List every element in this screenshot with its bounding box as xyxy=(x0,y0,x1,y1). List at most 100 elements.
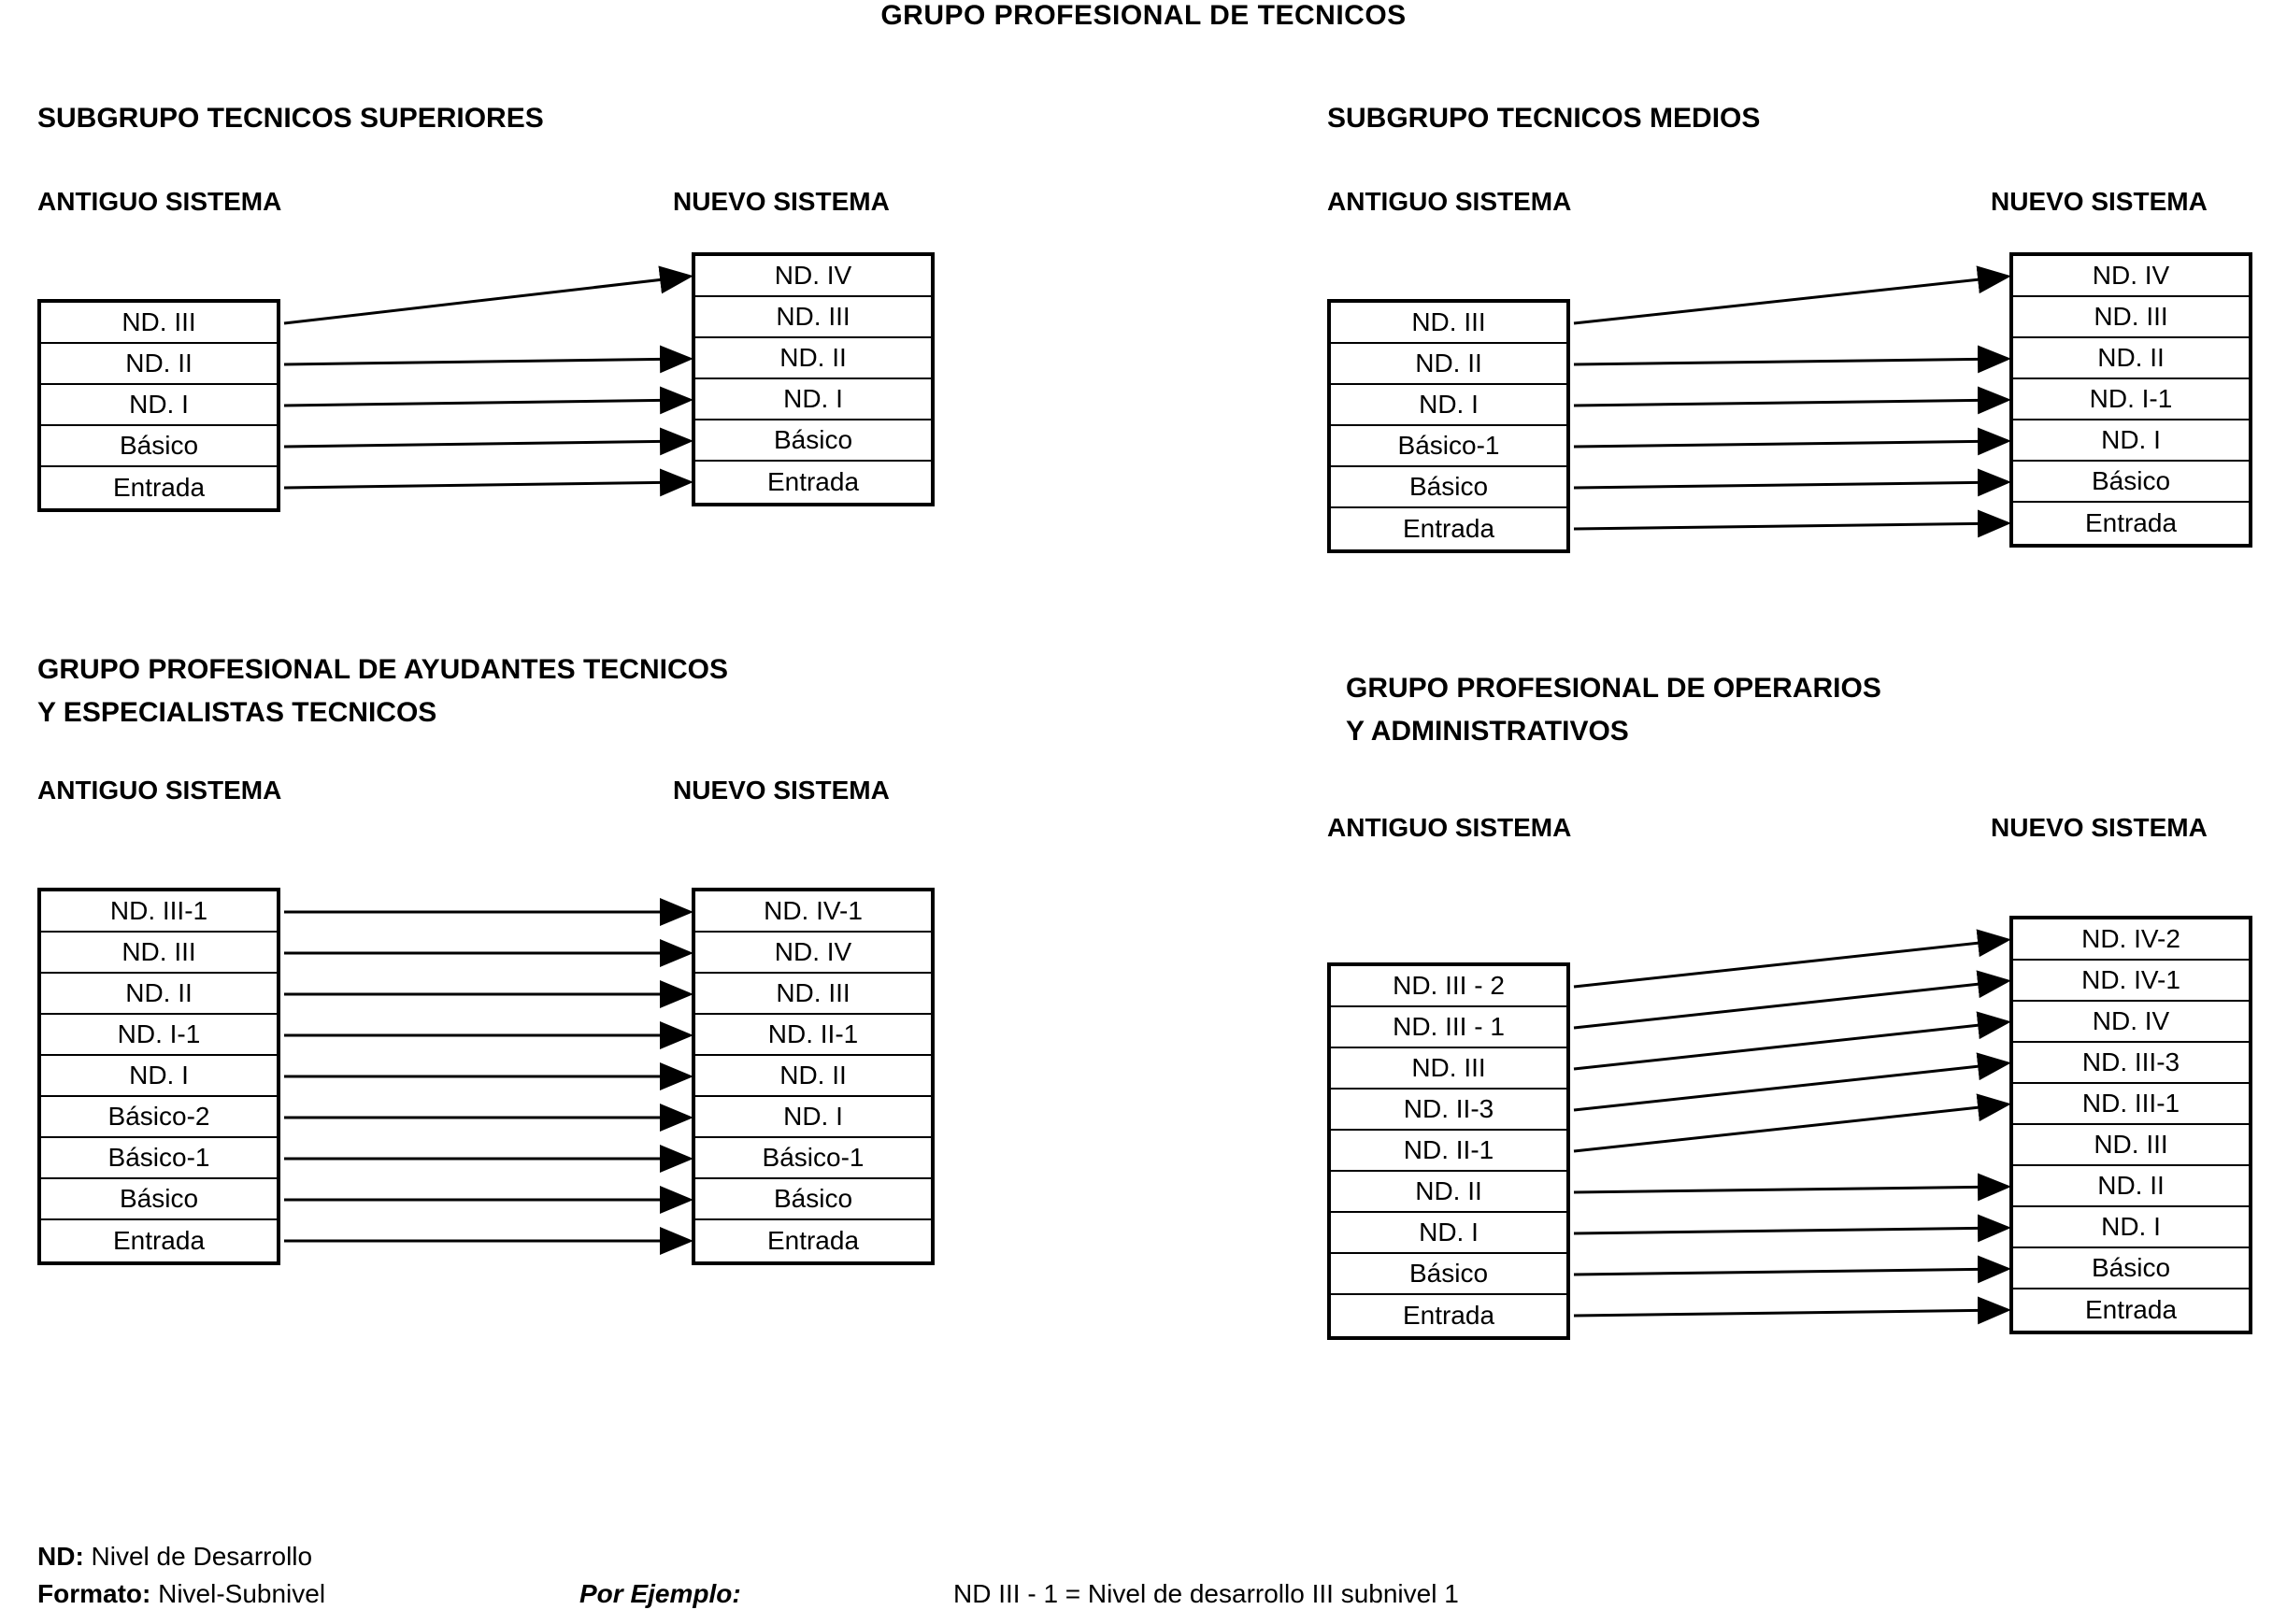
right-cell-operarios-4: ND. III-1 xyxy=(2013,1084,2249,1125)
arrows-ayudantes xyxy=(284,888,688,1276)
left-table-superiores: ND. IIIND. IIND. IBásicoEntrada xyxy=(37,299,280,512)
left-cell-ayudantes-5: Básico-2 xyxy=(41,1097,277,1138)
left-cell-medios-1: ND. II xyxy=(1331,344,1566,385)
right-cell-ayudantes-3: ND. II-1 xyxy=(695,1015,931,1056)
right-label-operarios: NUEVO SISTEMA xyxy=(1991,813,2208,843)
arrow-medios-1-2 xyxy=(1574,359,2006,364)
arrow-medios-2-3 xyxy=(1574,400,2006,406)
panel-title-superiores: SUBGRUPO TECNICOS SUPERIORES xyxy=(37,103,544,135)
arrow-operarios-6-7 xyxy=(1574,1228,2006,1233)
right-cell-superiores-2: ND. II xyxy=(695,338,931,379)
arrow-operarios-5-6 xyxy=(1574,1187,2006,1192)
left-cell-operarios-1: ND. III - 1 xyxy=(1331,1007,1566,1048)
arrow-medios-0-0 xyxy=(1574,277,2006,323)
left-cell-ayudantes-2: ND. II xyxy=(41,974,277,1015)
left-cell-ayudantes-4: ND. I xyxy=(41,1056,277,1097)
panel-title-ayudantes-line-1: Y ESPECIALISTAS TECNICOS xyxy=(37,697,436,729)
left-cell-operarios-4: ND. II-1 xyxy=(1331,1131,1566,1172)
right-cell-operarios-8: Básico xyxy=(2013,1248,2249,1289)
right-table-ayudantes: ND. IV-1ND. IVND. IIIND. II-1ND. IIND. I… xyxy=(692,888,935,1265)
right-cell-ayudantes-6: Básico-1 xyxy=(695,1138,931,1179)
right-cell-medios-1: ND. III xyxy=(2013,297,2249,338)
left-cell-ayudantes-0: ND. III-1 xyxy=(41,891,277,933)
left-cell-superiores-0: ND. III xyxy=(41,303,277,344)
left-cell-operarios-8: Entrada xyxy=(1331,1295,1566,1336)
arrow-operarios-7-8 xyxy=(1574,1269,2006,1275)
right-cell-operarios-0: ND. IV-2 xyxy=(2013,919,2249,961)
left-table-operarios: ND. III - 2ND. III - 1ND. IIIND. II-3ND.… xyxy=(1327,962,1570,1340)
right-cell-ayudantes-1: ND. IV xyxy=(695,933,931,974)
arrow-operarios-0-0 xyxy=(1574,940,2006,987)
arrow-operarios-1-1 xyxy=(1574,981,2006,1028)
footer-ejemplo-text: ND III - 1 = Nivel de desarrollo III sub… xyxy=(953,1579,1459,1609)
panel-title-ayudantes-line-0: GRUPO PROFESIONAL DE AYUDANTES TECNICOS xyxy=(37,654,728,686)
ejemplo-text: ND III - 1 = Nivel de desarrollo III sub… xyxy=(953,1579,1459,1608)
right-cell-ayudantes-8: Entrada xyxy=(695,1220,931,1261)
right-cell-superiores-3: ND. I xyxy=(695,379,931,420)
right-label-medios: NUEVO SISTEMA xyxy=(1991,187,2208,217)
right-cell-superiores-5: Entrada xyxy=(695,462,931,503)
right-table-superiores: ND. IVND. IIIND. IIND. IBásicoEntrada xyxy=(692,252,935,506)
left-cell-medios-4: Básico xyxy=(1331,467,1566,508)
formato-text: Nivel-Subnivel xyxy=(158,1579,325,1608)
arrow-medios-3-4 xyxy=(1574,441,2006,447)
left-cell-medios-2: ND. I xyxy=(1331,385,1566,426)
right-cell-medios-2: ND. II xyxy=(2013,338,2249,379)
left-table-ayudantes: ND. III-1ND. IIIND. IIND. I-1ND. IBásico… xyxy=(37,888,280,1265)
footer-line-1: ND: Nivel de Desarrollo xyxy=(37,1542,312,1572)
left-label-operarios: ANTIGUO SISTEMA xyxy=(1327,813,1571,843)
ejemplo-label: Por Ejemplo: xyxy=(579,1579,741,1608)
arrows-medios xyxy=(1574,252,2006,564)
arrow-operarios-3-3 xyxy=(1574,1063,2006,1110)
left-cell-superiores-2: ND. I xyxy=(41,385,277,426)
nd-text: Nivel de Desarrollo xyxy=(92,1542,313,1571)
right-cell-ayudantes-2: ND. III xyxy=(695,974,931,1015)
right-cell-superiores-4: Básico xyxy=(695,420,931,462)
arrow-operarios-4-4 xyxy=(1574,1104,2006,1151)
right-cell-superiores-1: ND. III xyxy=(695,297,931,338)
arrow-medios-4-5 xyxy=(1574,482,2006,488)
right-cell-ayudantes-4: ND. II xyxy=(695,1056,931,1097)
right-cell-operarios-3: ND. III-3 xyxy=(2013,1043,2249,1084)
left-table-medios: ND. IIIND. IIND. IBásico-1BásicoEntrada xyxy=(1327,299,1570,553)
left-cell-operarios-3: ND. II-3 xyxy=(1331,1090,1566,1131)
main-title: GRUPO PROFESIONAL DE TECNICOS xyxy=(0,0,2287,32)
panel-title-medios: SUBGRUPO TECNICOS MEDIOS xyxy=(1327,103,1760,135)
footer-line-2: Formato: Nivel-Subnivel xyxy=(37,1579,325,1609)
right-cell-medios-0: ND. IV xyxy=(2013,256,2249,297)
left-cell-medios-3: Básico-1 xyxy=(1331,426,1566,467)
right-label-superiores: NUEVO SISTEMA xyxy=(673,187,890,217)
arrow-medios-5-6 xyxy=(1574,523,2006,529)
arrow-operarios-2-2 xyxy=(1574,1022,2006,1069)
arrow-superiores-1-2 xyxy=(284,359,688,364)
left-cell-ayudantes-7: Básico xyxy=(41,1179,277,1220)
left-label-superiores: ANTIGUO SISTEMA xyxy=(37,187,281,217)
right-cell-superiores-0: ND. IV xyxy=(695,256,931,297)
left-cell-operarios-2: ND. III xyxy=(1331,1048,1566,1090)
right-table-medios: ND. IVND. IIIND. IIND. I-1ND. IBásicoEnt… xyxy=(2009,252,2252,548)
panel-title-operarios-line-1: Y ADMINISTRATIVOS xyxy=(1346,716,1629,748)
formato-label: Formato: xyxy=(37,1579,150,1608)
right-table-operarios: ND. IV-2ND. IV-1ND. IVND. III-3ND. III-1… xyxy=(2009,916,2252,1334)
left-cell-operarios-5: ND. II xyxy=(1331,1172,1566,1213)
right-cell-operarios-6: ND. II xyxy=(2013,1166,2249,1207)
left-cell-medios-5: Entrada xyxy=(1331,508,1566,549)
panel-title-operarios-line-0: GRUPO PROFESIONAL DE OPERARIOS xyxy=(1346,673,1881,705)
right-cell-medios-4: ND. I xyxy=(2013,420,2249,462)
right-label-ayudantes: NUEVO SISTEMA xyxy=(673,776,890,805)
left-cell-ayudantes-3: ND. I-1 xyxy=(41,1015,277,1056)
left-cell-operarios-0: ND. III - 2 xyxy=(1331,966,1566,1007)
left-cell-ayudantes-1: ND. III xyxy=(41,933,277,974)
left-cell-superiores-3: Básico xyxy=(41,426,277,467)
left-cell-medios-0: ND. III xyxy=(1331,303,1566,344)
arrow-superiores-4-5 xyxy=(284,482,688,488)
right-cell-operarios-5: ND. III xyxy=(2013,1125,2249,1166)
arrow-superiores-2-3 xyxy=(284,400,688,406)
left-cell-operarios-6: ND. I xyxy=(1331,1213,1566,1254)
left-cell-ayudantes-6: Básico-1 xyxy=(41,1138,277,1179)
right-cell-operarios-9: Entrada xyxy=(2013,1289,2249,1331)
footer-ejemplo-label: Por Ejemplo: xyxy=(579,1579,741,1609)
right-cell-medios-6: Entrada xyxy=(2013,503,2249,544)
arrows-operarios xyxy=(1574,916,2006,1351)
right-cell-operarios-1: ND. IV-1 xyxy=(2013,961,2249,1002)
